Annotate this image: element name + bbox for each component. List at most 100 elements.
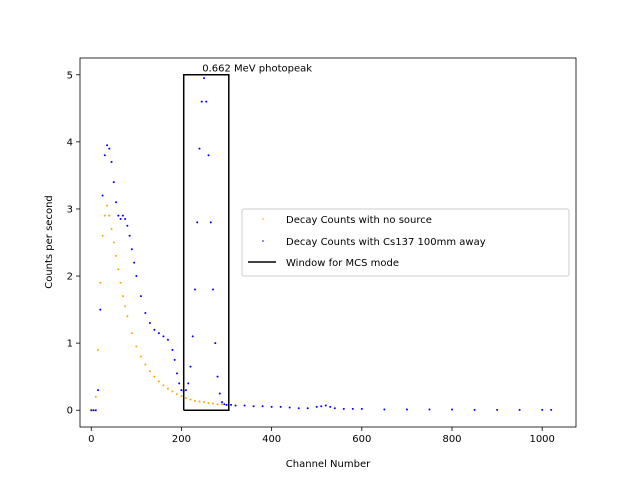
point-cs137	[405, 408, 408, 411]
y-tick-label: 5	[67, 70, 73, 81]
legend-label-cs137: Decay Counts with Cs137 100mm away	[286, 237, 486, 248]
y-tick-label: 2	[67, 272, 73, 283]
point-no-source	[203, 401, 205, 404]
point-cs137	[193, 288, 196, 291]
point-no-source	[124, 305, 127, 308]
point-cs137	[110, 160, 113, 163]
point-cs137	[550, 408, 553, 411]
x-tick-label: 400	[262, 434, 281, 445]
point-no-source	[97, 348, 100, 351]
point-no-source	[216, 403, 219, 406]
point-no-source	[106, 204, 109, 207]
point-cs137	[496, 408, 499, 411]
point-cs137	[166, 338, 169, 341]
point-cs137	[297, 407, 300, 410]
point-cs137	[279, 405, 282, 408]
point-no-source	[139, 355, 142, 358]
point-no-source	[171, 390, 174, 393]
point-no-source	[175, 393, 178, 396]
point-no-source	[108, 214, 111, 217]
y-axis-label: Counts per second	[44, 195, 55, 289]
y-tick-label: 3	[67, 204, 73, 215]
point-cs137	[261, 405, 264, 408]
point-cs137	[214, 342, 217, 345]
point-no-source	[166, 387, 169, 390]
point-cs137	[360, 407, 363, 410]
point-cs137	[139, 295, 142, 298]
mcs-window	[182, 74, 230, 411]
window-rectangle	[182, 74, 230, 411]
legend-marker-cs137	[262, 240, 264, 242]
point-no-source	[162, 384, 165, 387]
point-cs137	[541, 408, 544, 411]
point-cs137	[173, 358, 176, 361]
point-no-source	[153, 375, 156, 378]
legend-label-no-source: Decay Counts with no source	[286, 215, 432, 226]
point-no-source	[207, 401, 210, 404]
point-no-source	[193, 399, 196, 402]
point-cs137	[252, 405, 255, 408]
point-no-source	[99, 281, 102, 284]
y-ticks: 0 1 2 3 4 5	[67, 70, 80, 417]
point-cs137	[225, 403, 228, 406]
point-cs137	[103, 154, 106, 157]
point-no-source	[119, 281, 122, 284]
point-cs137	[451, 408, 453, 411]
point-cs137	[333, 407, 336, 410]
y-tick-label: 4	[67, 137, 73, 148]
point-cs137	[306, 407, 309, 410]
point-no-source	[144, 363, 147, 366]
x-ticks: 0 200 400 600 800 1000	[88, 427, 555, 445]
x-tick-label: 600	[352, 434, 371, 445]
point-cs137	[518, 408, 521, 411]
point-cs137	[130, 248, 133, 251]
y-tick-label: 0	[67, 406, 73, 417]
data-points	[90, 77, 553, 412]
point-no-source	[117, 268, 120, 271]
point-cs137	[221, 401, 224, 404]
point-cs137	[99, 308, 102, 311]
point-cs137	[128, 234, 131, 237]
point-cs137	[243, 404, 246, 407]
plot-frame	[79, 57, 577, 428]
point-no-source	[148, 370, 151, 373]
point-no-source	[135, 345, 138, 348]
point-cs137	[288, 406, 291, 409]
point-cs137	[203, 77, 205, 80]
point-no-source	[184, 397, 187, 400]
point-cs137	[315, 405, 318, 408]
point-cs137	[178, 382, 181, 385]
point-cs137	[187, 382, 190, 385]
y-tick-label: 1	[67, 339, 73, 350]
point-cs137	[94, 409, 97, 412]
point-cs137	[200, 100, 203, 103]
point-no-source	[112, 241, 115, 244]
point-cs137	[153, 328, 156, 331]
point-cs137	[196, 221, 199, 224]
point-cs137	[209, 221, 212, 224]
point-cs137	[230, 403, 233, 406]
point-cs137	[218, 392, 221, 395]
point-cs137	[106, 144, 109, 147]
point-no-source	[103, 214, 106, 217]
point-no-source	[94, 395, 97, 398]
point-cs137	[115, 201, 118, 204]
point-no-source	[198, 400, 201, 403]
point-no-source	[101, 234, 104, 237]
point-cs137	[157, 332, 160, 335]
point-cs137	[90, 409, 93, 412]
point-cs137	[191, 335, 194, 338]
x-tick-label: 800	[442, 434, 461, 445]
point-cs137	[135, 275, 138, 278]
point-cs137	[428, 408, 431, 411]
point-cs137	[119, 218, 122, 221]
point-cs137	[198, 147, 201, 150]
legend-box	[241, 208, 570, 277]
point-cs137	[180, 389, 183, 392]
point-cs137	[121, 214, 124, 217]
point-cs137	[324, 404, 327, 407]
legend: Decay Counts with no source Decay Counts…	[241, 208, 570, 277]
point-cs137	[175, 372, 178, 375]
point-cs137	[126, 224, 129, 227]
